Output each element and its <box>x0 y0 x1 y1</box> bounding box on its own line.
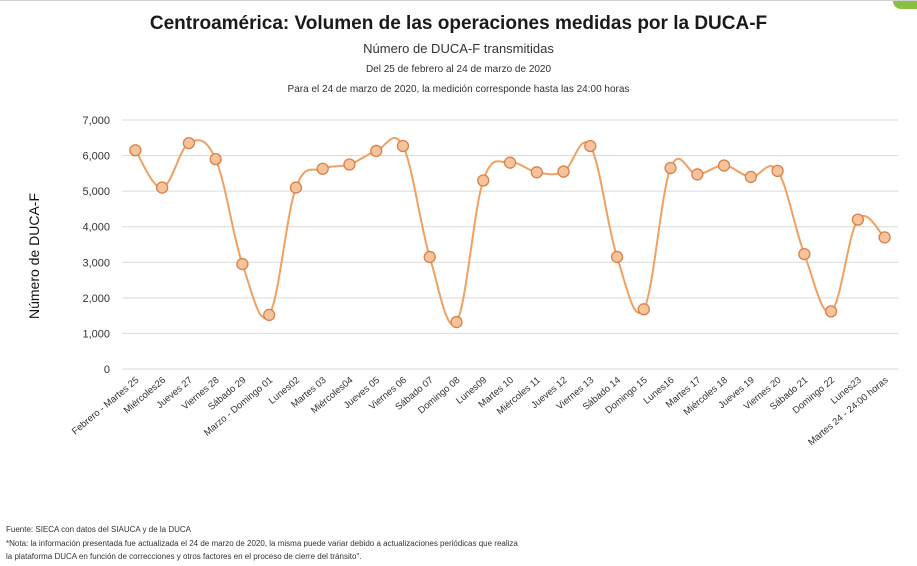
data-point <box>155 181 169 194</box>
data-point <box>798 247 811 261</box>
data-point <box>637 303 650 316</box>
brand-accent-shape <box>893 1 917 9</box>
data-point <box>717 159 731 172</box>
data-point <box>129 144 142 157</box>
data-point <box>610 250 624 264</box>
y-tick-label: 7,000 <box>82 115 110 127</box>
data-point <box>450 315 463 329</box>
data-point <box>477 174 490 187</box>
measurement-note: Para el 24 de marzo de 2020, la medición… <box>287 84 630 95</box>
data-point <box>370 144 383 158</box>
data-point <box>503 156 517 169</box>
data-point <box>343 158 356 171</box>
data-point <box>557 165 570 178</box>
data-point <box>423 250 436 264</box>
data-point <box>396 139 410 153</box>
data-point <box>664 161 677 175</box>
data-point <box>824 305 838 318</box>
date-range: Del 25 de febrero al 24 de marzo de 2020 <box>365 64 552 75</box>
data-point <box>691 168 704 181</box>
chart-title: Centroamérica: Volumen de las operacione… <box>149 13 768 34</box>
data-point <box>289 181 303 194</box>
y-tick-label: 5,000 <box>82 186 110 198</box>
data-point <box>584 139 597 153</box>
y-tick-label: 2,000 <box>82 293 110 305</box>
data-point <box>744 170 757 184</box>
y-tick-label: 3,000 <box>82 257 110 269</box>
footnote-line-1: *Nota: la información presentada fue act… <box>6 539 518 548</box>
y-tick-label: 4,000 <box>82 222 110 234</box>
data-point <box>878 231 891 244</box>
source-note: Fuente: SIECA con datos del SIAUCA y de … <box>6 525 191 534</box>
data-point <box>530 166 543 179</box>
data-point <box>182 136 196 150</box>
data-point <box>263 308 276 322</box>
data-point <box>851 213 865 226</box>
y-tick-label: 1,000 <box>82 328 110 340</box>
data-point <box>236 257 249 271</box>
data-point <box>771 164 784 178</box>
data-point <box>209 152 222 166</box>
y-tick-label: 6,000 <box>82 151 110 163</box>
data-point <box>316 162 329 175</box>
y-tick-label: 0 <box>104 364 110 376</box>
footnote-line-2: la plataforma DUCA en función de correcc… <box>6 552 362 561</box>
chart-subtitle: Número de DUCA-F transmitidas <box>363 41 554 56</box>
